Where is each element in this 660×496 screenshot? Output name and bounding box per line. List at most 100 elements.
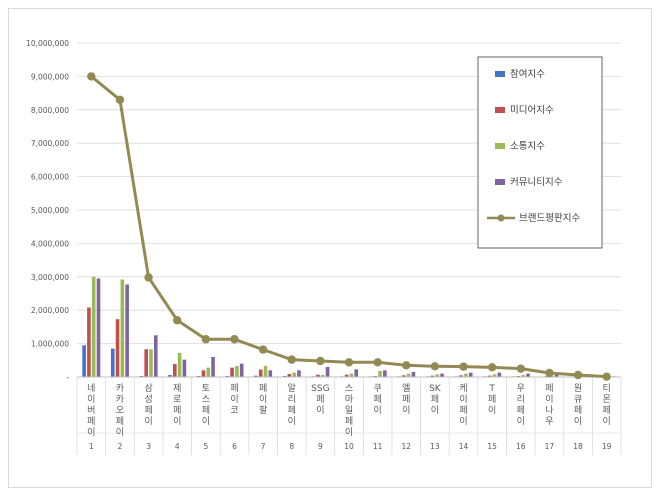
line-point	[230, 335, 239, 344]
bar	[268, 370, 273, 377]
bar	[440, 373, 444, 377]
line-point	[173, 316, 182, 325]
bar	[182, 359, 187, 377]
line-point	[258, 345, 268, 354]
rank-label: 11	[373, 442, 383, 451]
bar	[292, 372, 296, 377]
y-tick-label: 4,000,000	[31, 239, 69, 248]
bar	[201, 370, 206, 377]
bar	[125, 284, 129, 377]
bar	[521, 374, 525, 377]
rank-label: 5	[203, 442, 208, 451]
bar	[149, 349, 153, 377]
bar	[378, 370, 382, 377]
brand-reputation-chart: - 1,000,000 2,000,000 3,000,000 4,000,000 5,0…	[26, 39, 622, 455]
rank-label: 17	[545, 442, 555, 451]
bar	[254, 375, 258, 377]
bar	[468, 372, 473, 377]
bar	[325, 366, 330, 377]
bar	[82, 345, 86, 377]
line-point	[402, 361, 411, 370]
y-tick-label: 9,000,000	[31, 72, 69, 81]
y-tick-label: 6,000,000	[31, 173, 69, 182]
rank-label: 8	[289, 442, 294, 451]
bar	[139, 375, 144, 377]
y-tick-label: 5,000,000	[31, 206, 69, 215]
line-point	[344, 358, 354, 367]
bar	[344, 374, 349, 377]
legend-swatch	[495, 143, 505, 149]
bar	[91, 276, 96, 377]
bar	[435, 374, 440, 377]
line-point	[373, 358, 382, 367]
bar	[297, 370, 301, 377]
bar	[516, 375, 521, 377]
legend-marker	[497, 214, 505, 222]
y-tick-label: -	[66, 373, 69, 382]
line-point	[487, 363, 497, 372]
legend-label: 소통지수	[510, 141, 545, 152]
legend-swatch	[495, 107, 505, 113]
bar	[373, 375, 378, 377]
line-point	[430, 362, 440, 371]
bar	[316, 374, 320, 377]
bar	[87, 307, 91, 377]
bar	[239, 363, 244, 377]
bar	[196, 375, 201, 377]
line-point	[287, 355, 296, 364]
bar	[144, 349, 148, 377]
bar	[258, 369, 263, 377]
bar	[168, 374, 172, 377]
bar	[402, 375, 406, 377]
bar	[110, 348, 115, 377]
rank-label: 19	[602, 442, 612, 451]
bar	[526, 373, 530, 377]
bar	[492, 374, 497, 377]
bar	[173, 363, 177, 377]
line-point	[459, 362, 468, 371]
line-point	[545, 368, 554, 378]
line-point	[602, 372, 611, 381]
y-tick-label: 1,000,000	[31, 340, 69, 349]
line-point	[516, 364, 525, 373]
legend-label: 커뮤니티지수	[510, 177, 563, 188]
y-tick-label: 7,000,000	[31, 139, 69, 148]
legend-label: 브랜드평판지수	[519, 213, 580, 224]
rank-label: 16	[516, 442, 526, 451]
rank-label: 2	[118, 442, 123, 451]
rank-label: 12	[401, 442, 411, 451]
line-point	[573, 370, 583, 380]
line-point	[87, 72, 96, 81]
rank-label: 7	[261, 442, 266, 451]
bar	[383, 370, 387, 377]
rank-label: 10	[344, 442, 354, 451]
legend-label: 미디어지수	[510, 105, 554, 116]
bar	[411, 371, 416, 377]
bar	[230, 367, 234, 377]
bar	[177, 352, 182, 377]
rank-label: 9	[318, 442, 323, 451]
bar	[153, 335, 158, 377]
bar	[459, 375, 463, 377]
rank-label: 14	[459, 442, 469, 451]
bar	[282, 375, 287, 377]
bar	[354, 369, 358, 377]
bar	[96, 278, 101, 377]
y-tick-label: 3,000,000	[31, 273, 69, 282]
bar	[545, 375, 549, 377]
bar	[497, 372, 502, 377]
bar	[320, 374, 325, 377]
rank-label: 1	[89, 442, 94, 451]
y-tick-label: 8,000,000	[31, 106, 69, 115]
